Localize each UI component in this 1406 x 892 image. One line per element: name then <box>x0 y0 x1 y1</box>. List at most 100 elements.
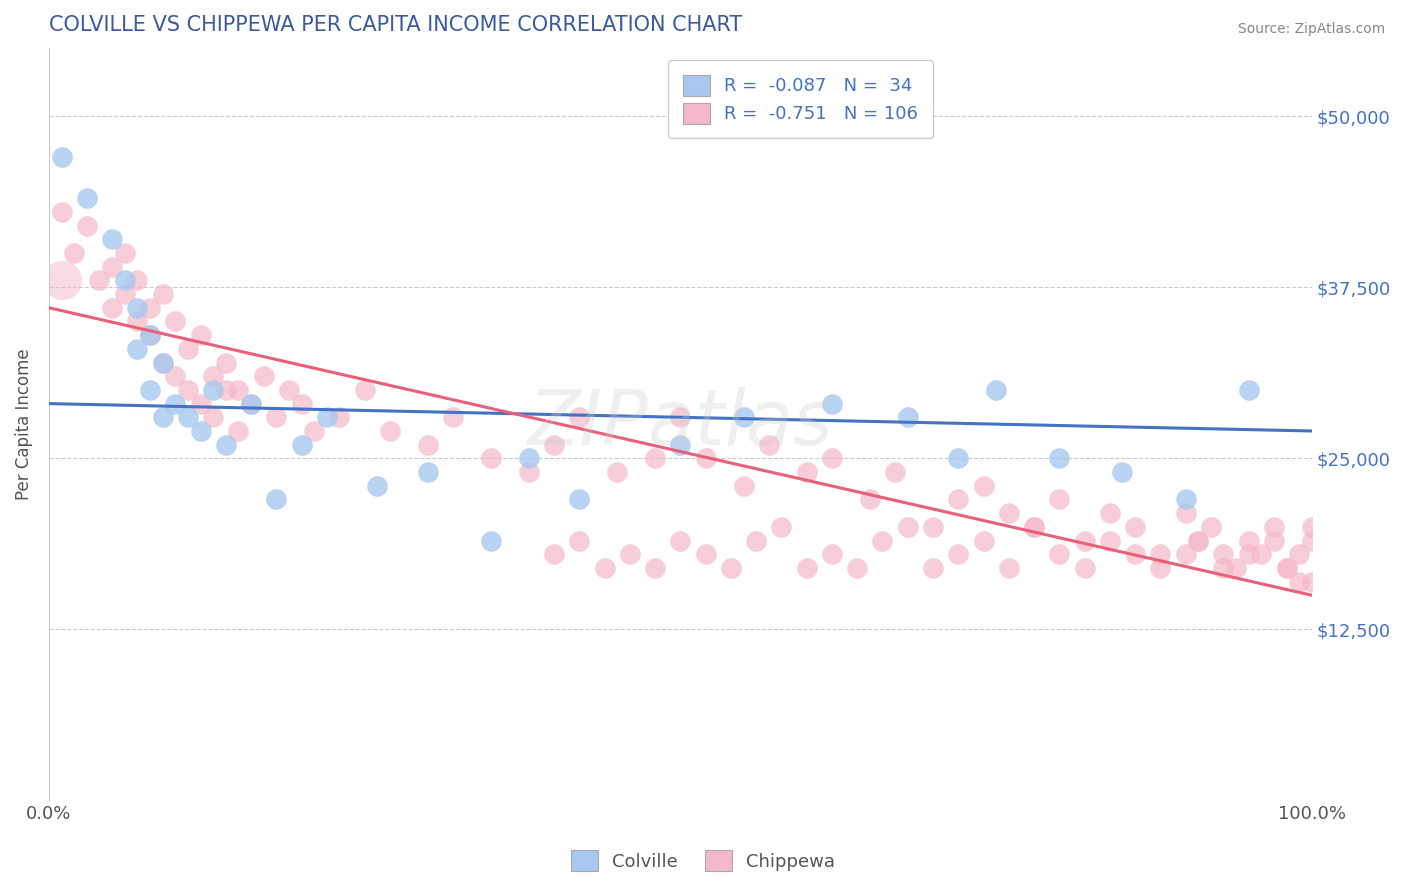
Point <box>290 438 312 452</box>
Point <box>669 410 692 425</box>
Point <box>644 561 666 575</box>
Point <box>1199 520 1222 534</box>
Point <box>328 410 350 425</box>
Point <box>1187 533 1209 548</box>
Point <box>1174 492 1197 507</box>
Point <box>517 451 540 466</box>
Point <box>378 424 401 438</box>
Point <box>190 424 212 438</box>
Point <box>1123 547 1146 561</box>
Point <box>859 492 882 507</box>
Point <box>1174 506 1197 520</box>
Point <box>644 451 666 466</box>
Point <box>89 273 111 287</box>
Point <box>177 410 200 425</box>
Point <box>114 273 136 287</box>
Point <box>215 438 238 452</box>
Point <box>114 246 136 260</box>
Point <box>1275 561 1298 575</box>
Point <box>733 479 755 493</box>
Point <box>1047 547 1070 561</box>
Text: COLVILLE VS CHIPPEWA PER CAPITA INCOME CORRELATION CHART: COLVILLE VS CHIPPEWA PER CAPITA INCOME C… <box>49 15 742 35</box>
Point <box>1022 520 1045 534</box>
Point <box>228 424 250 438</box>
Point <box>127 314 149 328</box>
Point <box>366 479 388 493</box>
Point <box>1250 547 1272 561</box>
Point <box>1073 561 1095 575</box>
Point <box>1275 561 1298 575</box>
Point <box>479 451 502 466</box>
Point <box>973 479 995 493</box>
Point <box>872 533 894 548</box>
Point <box>152 410 174 425</box>
Point <box>543 438 565 452</box>
Point <box>315 410 337 425</box>
Point <box>76 219 98 233</box>
Point <box>1237 533 1260 548</box>
Point <box>152 355 174 369</box>
Point <box>1263 533 1285 548</box>
Point <box>720 561 742 575</box>
Point <box>1098 533 1121 548</box>
Point <box>215 355 238 369</box>
Point <box>669 438 692 452</box>
Point <box>51 205 73 219</box>
Point <box>1149 547 1171 561</box>
Point <box>277 383 299 397</box>
Point <box>619 547 641 561</box>
Point <box>165 396 187 410</box>
Point <box>165 314 187 328</box>
Point <box>695 547 717 561</box>
Point <box>1174 547 1197 561</box>
Point <box>190 396 212 410</box>
Point <box>1301 533 1323 548</box>
Point <box>51 150 73 164</box>
Point <box>543 547 565 561</box>
Point <box>922 561 945 575</box>
Point <box>821 451 844 466</box>
Point <box>127 342 149 356</box>
Point <box>948 451 970 466</box>
Point <box>884 465 907 479</box>
Legend: R =  -0.087   N =  34, R =  -0.751   N = 106: R = -0.087 N = 34, R = -0.751 N = 106 <box>668 61 932 138</box>
Point <box>1149 561 1171 575</box>
Point <box>165 369 187 384</box>
Point <box>152 287 174 301</box>
Point <box>202 383 225 397</box>
Point <box>290 396 312 410</box>
Point <box>177 383 200 397</box>
Point <box>1047 451 1070 466</box>
Point <box>897 410 920 425</box>
Point <box>302 424 325 438</box>
Point <box>1047 492 1070 507</box>
Point <box>479 533 502 548</box>
Point <box>240 396 263 410</box>
Point <box>1212 561 1234 575</box>
Point <box>606 465 628 479</box>
Point <box>127 273 149 287</box>
Point <box>997 506 1019 520</box>
Point <box>897 520 920 534</box>
Point <box>1187 533 1209 548</box>
Text: Source: ZipAtlas.com: Source: ZipAtlas.com <box>1237 22 1385 37</box>
Point <box>770 520 793 534</box>
Point <box>101 301 124 315</box>
Point <box>51 273 73 287</box>
Point <box>593 561 616 575</box>
Point <box>1022 520 1045 534</box>
Point <box>101 232 124 246</box>
Point <box>733 410 755 425</box>
Point <box>190 328 212 343</box>
Point <box>846 561 869 575</box>
Point <box>240 396 263 410</box>
Point <box>986 383 1008 397</box>
Point <box>1123 520 1146 534</box>
Point <box>796 561 818 575</box>
Point <box>127 301 149 315</box>
Point <box>416 465 439 479</box>
Point <box>76 191 98 205</box>
Point <box>745 533 768 548</box>
Point <box>253 369 276 384</box>
Point <box>1073 533 1095 548</box>
